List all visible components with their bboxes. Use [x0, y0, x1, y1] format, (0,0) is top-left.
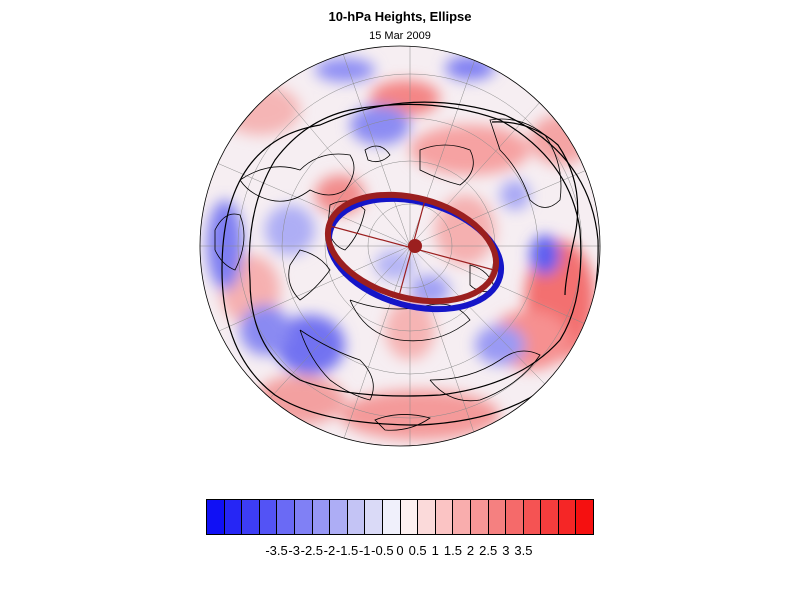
colorbar-swatch: [224, 500, 243, 534]
map-date: 15 Mar 2009: [369, 30, 431, 42]
colorbar-swatch: [576, 500, 594, 534]
anomaly-field: [200, 46, 600, 446]
colorbar-label: -3.5: [265, 543, 288, 558]
map-boundary: [199, 45, 601, 447]
colorbar-label: -1.5: [335, 543, 359, 558]
colorbar-label: 1: [431, 543, 439, 558]
colorbar-swatch: [400, 500, 419, 534]
colorbar-swatch: [435, 500, 454, 534]
colorbar-swatch: [541, 500, 559, 534]
colorbar-swatch: [470, 500, 489, 534]
colorbar-label: -2.5: [300, 543, 324, 558]
colorbar: [206, 499, 594, 535]
colorbar-labels: -3.5 -3 -2.5 -2 -1.5 -1 -0.5 0 0.5 1 1.5 2 2.5 3 3.5: [0, 543, 800, 563]
colorbar-label: 1.5: [443, 543, 462, 558]
colorbar-label: -0.5: [371, 543, 394, 558]
colorbar-label: 2.5: [479, 543, 498, 558]
colorbar-swatch: [277, 500, 295, 534]
colorbar-swatch: [242, 500, 260, 534]
colorbar-swatch: [294, 500, 313, 534]
colorbar-swatch: [259, 500, 278, 534]
fitted-ellipse: [324, 191, 505, 313]
colorbar-label: 2: [466, 543, 475, 558]
coastlines: [214, 118, 562, 431]
ellipse-centroid: [408, 239, 422, 253]
map-title: 10-hPa Heights, Ellipse: [328, 9, 472, 24]
red-ellipse: [324, 191, 500, 305]
colorbar-label: 0: [396, 543, 404, 558]
colorbar-swatch: [347, 500, 366, 534]
colorbar-label: -2: [323, 543, 336, 558]
colorbar-swatch: [418, 500, 436, 534]
colorbar-swatch: [453, 500, 471, 534]
colorbar-swatch: [506, 500, 524, 534]
colorbar-label: -3: [288, 543, 300, 558]
colorbar-label: 3.5: [514, 543, 533, 558]
colorbar-label: 0.5: [408, 543, 427, 558]
colorbar-swatch: [207, 500, 225, 534]
colorbar-swatch: [312, 500, 331, 534]
colorbar-swatch: [330, 500, 348, 534]
colorbar-swatch: [558, 500, 577, 534]
colorbar-label: 3: [502, 543, 510, 558]
height-contours: [221, 101, 599, 426]
colorbar-swatch: [523, 500, 542, 534]
colorbar-swatch: [488, 500, 507, 534]
colorbar-label: -1: [358, 543, 371, 558]
colorbar-swatch: [382, 500, 401, 534]
colorbar-swatch: [365, 500, 383, 534]
